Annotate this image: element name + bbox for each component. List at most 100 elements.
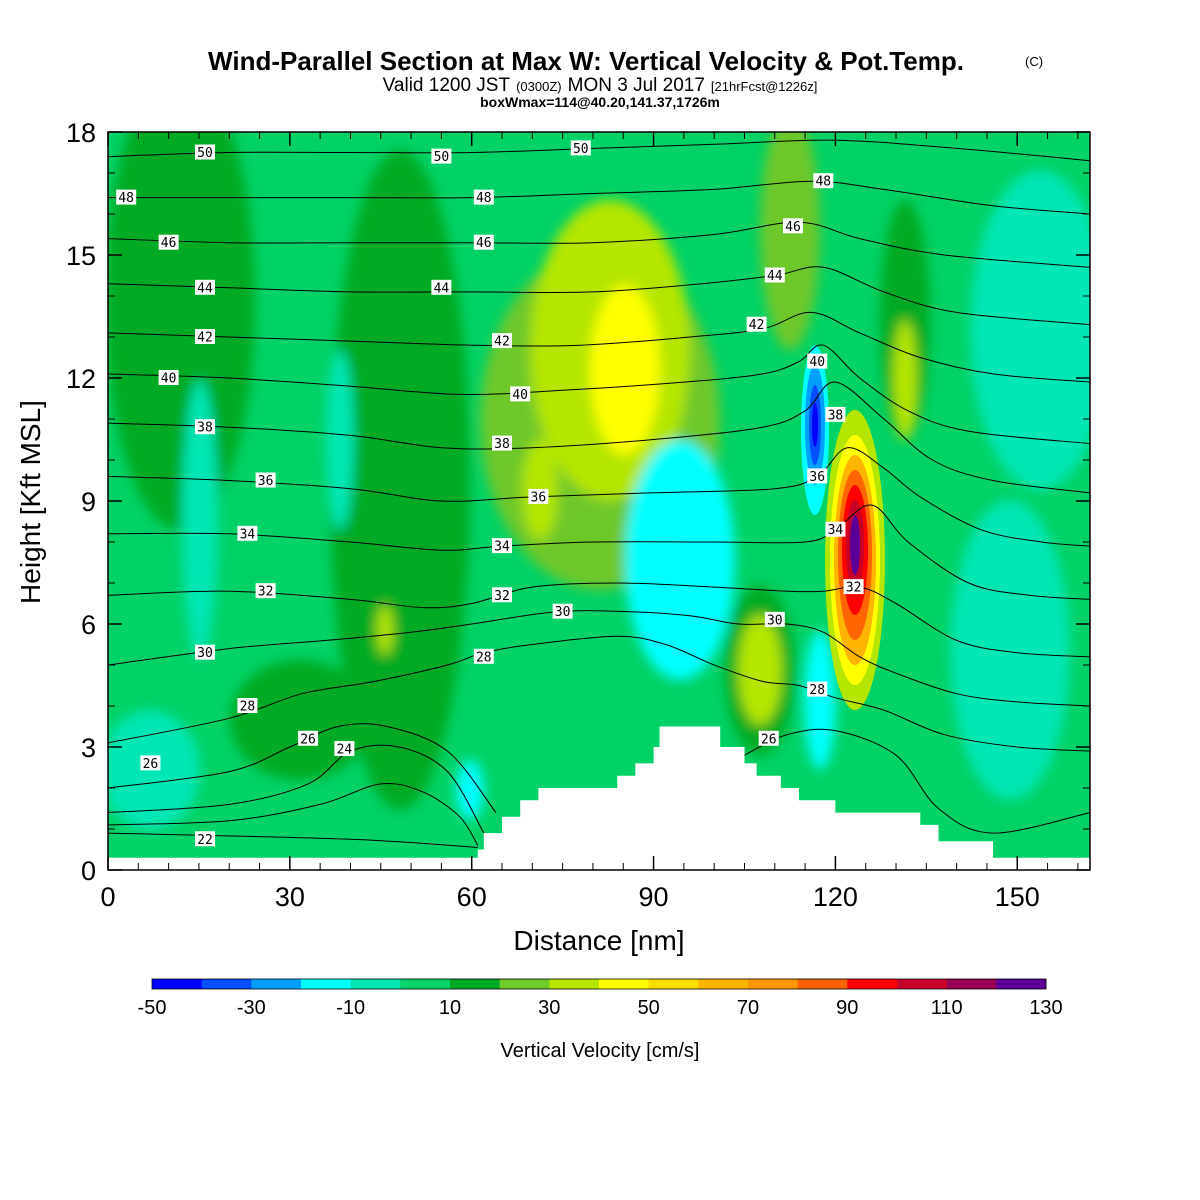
chart-title: Wind-Parallel Section at Max W: Vertical…: [208, 46, 964, 76]
theta-contour-line: [108, 311, 1090, 383]
svg-text:32: 32: [258, 585, 274, 600]
y-tick-label: 12: [66, 364, 96, 394]
svg-text:42: 42: [749, 318, 765, 333]
svg-text:30: 30: [197, 646, 213, 661]
svg-text:26: 26: [761, 732, 777, 747]
theta-contour-label: 28: [237, 698, 258, 715]
velocity-field: [108, 132, 1090, 830]
x-tick-label: 120: [813, 882, 858, 912]
theta-contour-label: 30: [764, 611, 785, 628]
velocity-region: [893, 320, 917, 440]
plot-area: 22 24 26 26 26 28 30 32 34 36 38 40 42 44 46 48 50 50 50 48…: [107, 131, 1091, 871]
x-tick-label: 90: [639, 882, 669, 912]
colorbar-tick-label: 30: [538, 997, 560, 1019]
colorbar-tick-label: 130: [1029, 997, 1062, 1019]
chart-subtitle: Valid 1200 JST (0300Z) MON 3 Jul 2017 [21hr…: [383, 75, 818, 96]
theta-contour-label: 34: [492, 538, 513, 555]
colorbar-swatch: [698, 979, 749, 989]
velocity-region: [635, 540, 685, 660]
theta-contour-label: 50: [431, 148, 452, 165]
svg-text:28: 28: [809, 683, 825, 698]
theta-contour-label: 46: [782, 218, 803, 235]
theta-contour-label: 28: [473, 648, 494, 665]
y-tick-label: 0: [81, 856, 96, 886]
colorbar-swatch: [251, 979, 302, 989]
svg-text:38: 38: [828, 408, 844, 423]
theta-contour-label: 26: [140, 755, 161, 772]
theta-contour-label: 38: [825, 406, 846, 423]
theta-contour-label: 30: [552, 603, 573, 620]
svg-text:32: 32: [494, 589, 510, 604]
svg-text:34: 34: [494, 540, 510, 555]
colorbar-tick-label: 90: [836, 997, 858, 1019]
theta-label-layer: 22 24 26 26 26 28 30 32 34 36 38 40 42 44 46 48 50 50 50 48…: [116, 140, 864, 848]
theta-contour-label: 32: [255, 583, 276, 600]
velocity-region: [377, 605, 393, 655]
colorbar-frame: [151, 978, 1047, 990]
subtitle-forecast: [21hrFcst@1226z]: [711, 79, 817, 94]
theta-contour-label: 32: [492, 587, 513, 604]
theta-contour-label: 42: [492, 333, 513, 350]
x-tick-label: 30: [275, 882, 305, 912]
colorbar-tick-label: 70: [737, 997, 759, 1019]
colorbar-swatch: [946, 979, 997, 989]
svg-text:22: 22: [197, 833, 213, 848]
svg-text:24: 24: [337, 743, 353, 758]
svg-text:44: 44: [767, 269, 783, 284]
theta-contour-label: 34: [237, 525, 258, 542]
svg-text:38: 38: [494, 437, 510, 452]
y-tick-labels: 0 3 6 9 12 15 18: [66, 118, 96, 886]
theta-contour-label: 24: [334, 741, 355, 758]
colorbar-swatch: [599, 979, 650, 989]
velocity-region: [950, 500, 1070, 800]
colorbar-swatch: [549, 979, 600, 989]
svg-text:48: 48: [118, 191, 134, 206]
velocity-region: [970, 170, 1090, 490]
y-tick-label: 3: [81, 733, 96, 763]
theta-contour-line: [108, 635, 1090, 752]
theta-contour-label: 34: [825, 521, 846, 538]
x-tick-label: 60: [457, 882, 487, 912]
subtitle-date: MON 3 Jul 2017: [568, 75, 705, 96]
svg-text:46: 46: [476, 236, 492, 251]
colorbar: -50 -30 -10 10 30 50 70 90 110 130: [138, 978, 1063, 1019]
svg-text:38: 38: [197, 421, 213, 436]
svg-text:34: 34: [240, 527, 256, 542]
theta-contour-line: [108, 447, 1090, 547]
theta-contour-label: 40: [807, 353, 828, 370]
colorbar-tick-label: 50: [638, 997, 660, 1019]
theta-contour-label: 50: [194, 144, 215, 161]
svg-text:28: 28: [240, 700, 256, 715]
theta-contour-label: 22: [194, 831, 215, 848]
terrain: [108, 726, 1090, 870]
colorbar-swatch: [897, 979, 948, 989]
velocity-region: [590, 285, 660, 455]
x-tick-label: 150: [995, 882, 1040, 912]
theta-contour-label: 42: [746, 316, 767, 333]
colorbar-swatch: [648, 979, 699, 989]
theta-contour-label: 40: [510, 386, 531, 403]
svg-text:26: 26: [300, 732, 316, 747]
theta-contour-label: 48: [813, 173, 834, 190]
svg-text:30: 30: [555, 605, 571, 620]
theta-contour-label: 44: [764, 267, 785, 284]
colorbar-tick-label: -50: [138, 997, 167, 1019]
velocity-region: [804, 630, 836, 770]
svg-text:48: 48: [476, 191, 492, 206]
theta-contour-label: 36: [528, 488, 549, 505]
theta-contour-label: 30: [194, 644, 215, 661]
velocity-region: [182, 380, 218, 660]
theta-contour-label: 38: [492, 435, 513, 452]
theta-contour-line: [108, 610, 1090, 707]
colorbar-swatch: [996, 979, 1047, 989]
velocity-region: [812, 403, 818, 447]
colorbar-title: Vertical Velocity [cm/s]: [501, 1040, 700, 1062]
colorbar-swatch: [797, 979, 848, 989]
velocity-region: [738, 615, 782, 725]
subtitle-utc: (0300Z): [516, 79, 562, 94]
svg-text:28: 28: [476, 650, 492, 665]
svg-text:40: 40: [809, 355, 825, 370]
theta-contour-line: [108, 832, 478, 848]
x-tick-label: 0: [100, 882, 115, 912]
